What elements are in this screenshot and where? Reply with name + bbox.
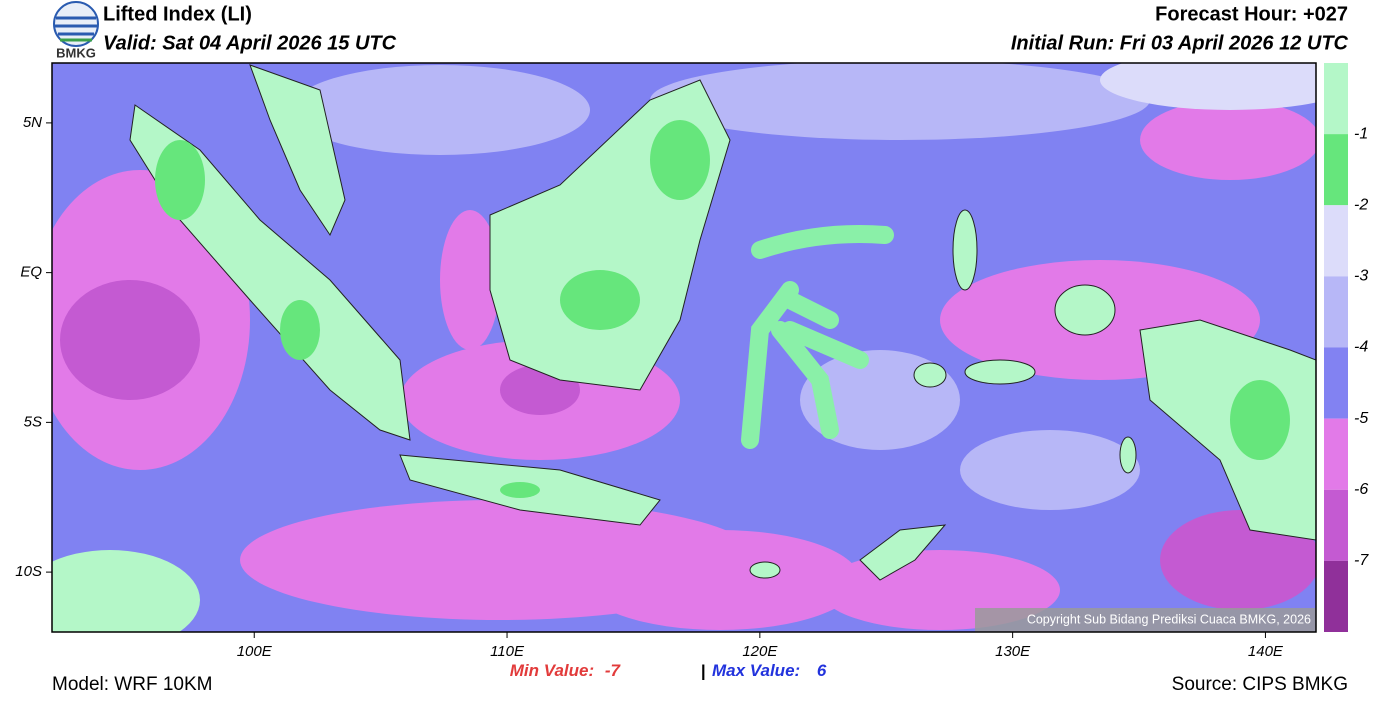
- max-value: Max Value: 6: [712, 661, 827, 680]
- valid-time: Valid: Sat 04 April 2026 15 UTC: [103, 32, 397, 54]
- colorbar-label: -5: [1354, 410, 1368, 427]
- forecast-hour: Forecast Hour: +027: [1155, 3, 1348, 25]
- logo: [53, 1, 99, 47]
- initial-run: Initial Run: Fri 03 April 2026 12 UTC: [1011, 32, 1349, 54]
- colorbar-label: -1: [1354, 125, 1368, 142]
- lon-tick-label: 120E: [742, 643, 778, 660]
- separator: |: [701, 661, 706, 680]
- source: Source: CIPS BMKG: [1172, 674, 1348, 695]
- lon-tick-label: 110E: [490, 643, 525, 660]
- colorbar-label: -3: [1354, 268, 1368, 285]
- colorbar-band: [1324, 489, 1348, 561]
- colorbar-label: -6: [1354, 481, 1368, 498]
- copyright: Copyright Sub Bidang Prediksi Cuaca BMKG…: [1027, 612, 1311, 626]
- colorbar-label: -2: [1354, 196, 1368, 213]
- map-frame: [51, 62, 1317, 633]
- min-label: Min Value:: [510, 661, 594, 680]
- model: Model: WRF 10KM: [52, 674, 212, 695]
- min-value: Min Value: -7: [510, 661, 622, 680]
- colorbar-label: -4: [1354, 339, 1368, 356]
- lon-tick-label: 140E: [1248, 643, 1284, 660]
- colorbar-band: [1324, 560, 1348, 632]
- colorbar-band: [1324, 205, 1348, 277]
- min-number: -7: [605, 661, 622, 680]
- lon-tick-label: 100E: [237, 643, 273, 660]
- title: Lifted Index (LI): [103, 3, 252, 25]
- colorbar-band: [1324, 347, 1348, 419]
- logo-text: BMKG: [56, 45, 96, 60]
- lon-tick-label: 130E: [995, 643, 1031, 660]
- colorbar-band: [1324, 276, 1348, 348]
- lat-tick-label: EQ: [20, 264, 42, 281]
- max-label: Max Value:: [712, 661, 800, 680]
- colorbar-band: [1324, 134, 1348, 206]
- map-field: [52, 63, 1316, 632]
- colorbar-band: [1324, 418, 1348, 490]
- lat-tick-label: 5S: [24, 413, 42, 430]
- lat-tick-label: 5N: [23, 114, 42, 131]
- lat-tick-label: 10S: [15, 563, 42, 580]
- colorbar-band: [1324, 63, 1348, 135]
- max-number: 6: [817, 661, 827, 680]
- colorbar-label: -7: [1354, 552, 1369, 569]
